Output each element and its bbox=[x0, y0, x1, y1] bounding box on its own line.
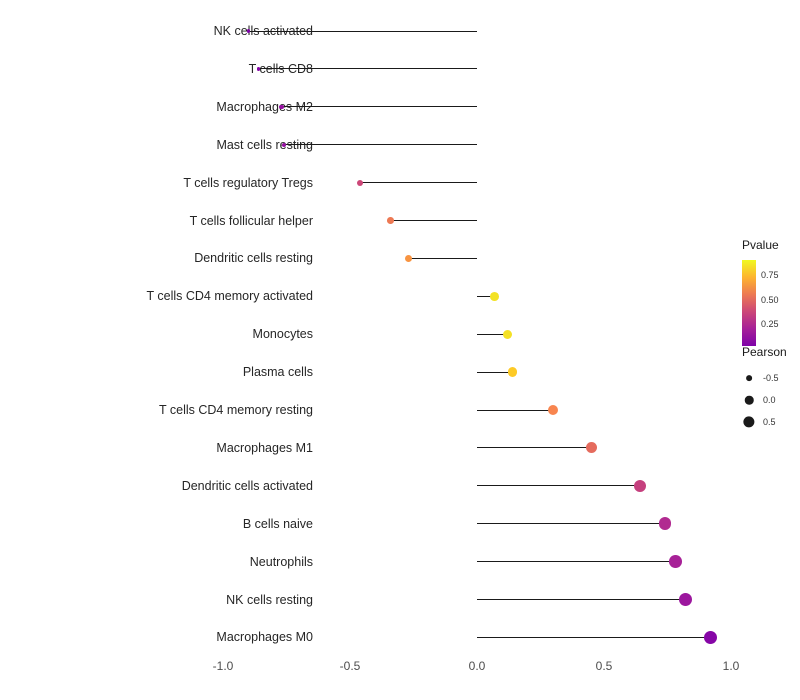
lollipop-stem bbox=[477, 371, 513, 373]
pearson-size-dot bbox=[744, 395, 754, 405]
lollipop-stem bbox=[283, 144, 477, 146]
pearson-size-item: -0.5 bbox=[742, 367, 798, 389]
pvalue-tick-label: 0.25 bbox=[761, 318, 779, 329]
lollipop-dot bbox=[357, 179, 364, 186]
lollipop-stem bbox=[477, 409, 554, 411]
lollipop-dot bbox=[279, 104, 284, 109]
pvalue-legend: Pvalue 0.75 0.50 0.25 bbox=[742, 238, 798, 346]
lollipop-dot bbox=[490, 291, 500, 301]
category-label: Monocytes bbox=[252, 327, 313, 342]
pearson-size-item: 0.0 bbox=[742, 389, 798, 411]
category-label: Macrophages M0 bbox=[216, 630, 313, 645]
lollipop-stem bbox=[477, 447, 592, 449]
pearson-size-label: -0.5 bbox=[763, 373, 779, 383]
lollipop-stem bbox=[281, 106, 477, 108]
x-tick-label: -0.5 bbox=[339, 659, 361, 673]
lollipop-dot bbox=[387, 217, 394, 224]
lollipop-dot bbox=[507, 367, 518, 377]
x-tick-label: 0.0 bbox=[468, 659, 486, 673]
category-label: T cells CD4 memory activated bbox=[146, 289, 314, 304]
pearson-size-dot bbox=[743, 416, 755, 428]
lollipop-dot bbox=[256, 67, 261, 71]
lollipop-dot bbox=[678, 592, 692, 606]
lollipop-stem bbox=[477, 636, 711, 638]
lollipop-dot bbox=[404, 254, 412, 262]
lollipop-dot bbox=[585, 442, 597, 454]
category-label: B cells naive bbox=[242, 516, 313, 531]
lollipop-dot bbox=[548, 404, 559, 416]
pearson-size-label: 0.0 bbox=[763, 395, 776, 405]
lollipop-stem bbox=[477, 295, 495, 297]
pearson-size-legend: Pearson -0.5 0.0 0.5 bbox=[742, 345, 798, 433]
category-label: T cells CD4 memory resting bbox=[159, 403, 313, 417]
pvalue-tick-label: 0.75 bbox=[761, 270, 779, 281]
lollipop-stem bbox=[477, 523, 665, 525]
pvalue-tick-label: 0.50 bbox=[761, 294, 779, 305]
category-label: NK cells resting bbox=[226, 592, 313, 607]
lollipop-dot bbox=[658, 517, 672, 530]
category-label: T cells regulatory Tregs bbox=[183, 175, 313, 190]
category-label: Neutrophils bbox=[249, 554, 313, 569]
lollipop-dot bbox=[703, 630, 718, 645]
lollipop-stem bbox=[477, 333, 508, 335]
pearson-size-item: 0.5 bbox=[742, 411, 798, 433]
lollipop-stem bbox=[477, 485, 640, 487]
pearson-legend-title: Pearson bbox=[742, 345, 787, 359]
pearson-size-rows: -0.5 0.0 0.5 bbox=[742, 367, 798, 433]
pvalue-gradient-bar bbox=[742, 260, 756, 346]
lollipop-dot bbox=[502, 329, 513, 339]
lollipop-dot bbox=[246, 29, 251, 33]
lollipop-stem bbox=[477, 599, 686, 600]
lollipop-stem bbox=[360, 182, 477, 184]
category-label: Dendritic cells activated bbox=[181, 478, 313, 493]
category-label: Macrophages M1 bbox=[216, 440, 313, 455]
lollipop-stem bbox=[390, 220, 477, 221]
lollipop-stem bbox=[258, 68, 477, 70]
x-tick-label: -1.0 bbox=[212, 659, 234, 673]
category-label: Macrophages M2 bbox=[216, 99, 313, 114]
lollipop-stem bbox=[408, 257, 477, 259]
pearson-size-dot bbox=[746, 375, 752, 381]
pvalue-legend-title: Pvalue bbox=[742, 238, 779, 252]
x-tick-label: 1.0 bbox=[722, 659, 740, 673]
category-label: Plasma cells bbox=[242, 365, 313, 380]
lollipop-dot bbox=[668, 555, 682, 568]
x-tick-label: 0.5 bbox=[595, 659, 613, 673]
category-label: Mast cells resting bbox=[216, 137, 313, 152]
pvalue-gradient-wrap: 0.75 0.50 0.25 bbox=[742, 260, 798, 346]
lollipop-dot bbox=[633, 479, 646, 492]
lollipop-dot bbox=[281, 142, 287, 147]
category-label: T cells follicular helper bbox=[189, 213, 313, 228]
lollipop-stem bbox=[248, 30, 477, 32]
category-label: Dendritic cells resting bbox=[194, 251, 313, 266]
lollipop-stem bbox=[477, 561, 676, 563]
pearson-size-label: 0.5 bbox=[763, 417, 776, 427]
